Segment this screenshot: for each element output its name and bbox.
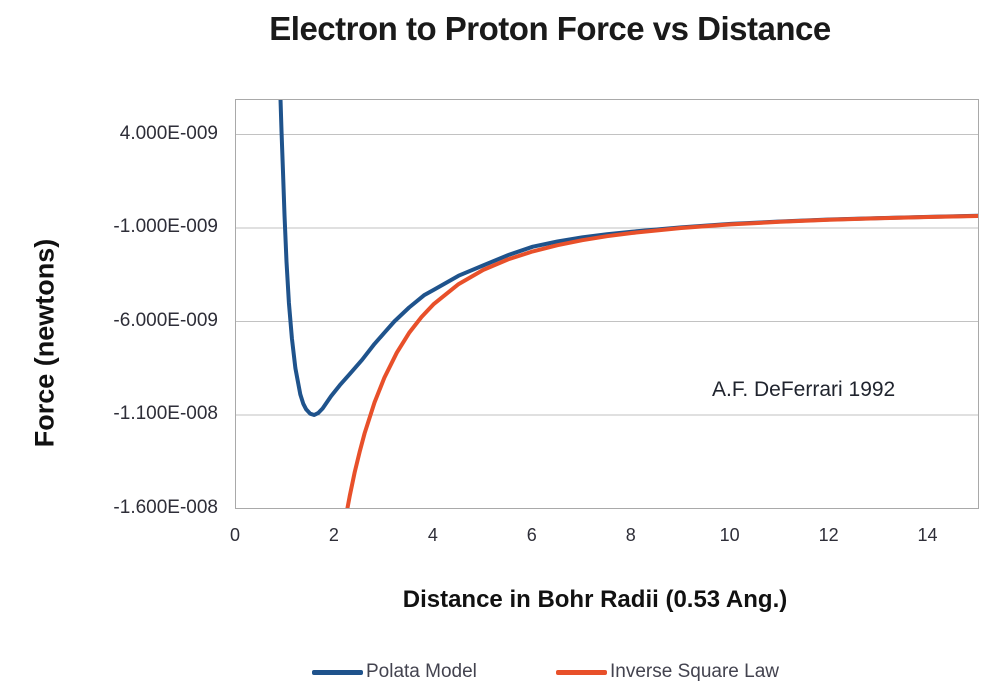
inverse-square-law-line: [345, 214, 978, 508]
x-tick-label: 0: [229, 525, 240, 545]
legend-item-polata-model: Polata Model: [312, 660, 477, 684]
x-tick-label: 14: [917, 525, 938, 545]
annotation-text: A.F. DeFerrari 1992: [712, 378, 896, 401]
legend-label-polata-model: Polata Model: [366, 661, 477, 682]
y-tick-label: -1.600E-008: [113, 496, 218, 518]
x-tick-label: 8: [625, 525, 636, 545]
y-tick-label: -1.000E-009: [113, 216, 218, 237]
x-tick-label: 10: [719, 525, 740, 545]
x-tick-label: 12: [818, 525, 839, 545]
legend-label-inverse-square-law: Inverse Square Law: [610, 661, 779, 682]
y-tick-label: -6.000E-009: [113, 309, 218, 331]
plot-area: [235, 99, 979, 509]
chart-title: Electron to Proton Force vs Distance: [269, 10, 831, 47]
y-tick-label: 4.000E-009: [119, 122, 218, 144]
x-axis-title: Distance in Bohr Radii (0.53 Ang.): [402, 586, 788, 613]
x-tick-label: 2: [328, 525, 339, 545]
plot-svg: [236, 100, 978, 508]
legend: Polata Model Inverse Square Law: [0, 660, 993, 684]
polata-model-line-swatch: [312, 669, 363, 675]
x-tick-label: 4: [427, 525, 438, 545]
inverse-square-law-line-swatch: [556, 669, 607, 675]
y-tick-label: -1.100E-008: [113, 403, 218, 424]
y-axis-title: Force (newtons): [29, 238, 60, 448]
polata-model-line: [278, 100, 978, 417]
legend-item-inverse-square-law: Inverse Square Law: [556, 660, 779, 684]
x-tick-label: 6: [526, 525, 537, 545]
